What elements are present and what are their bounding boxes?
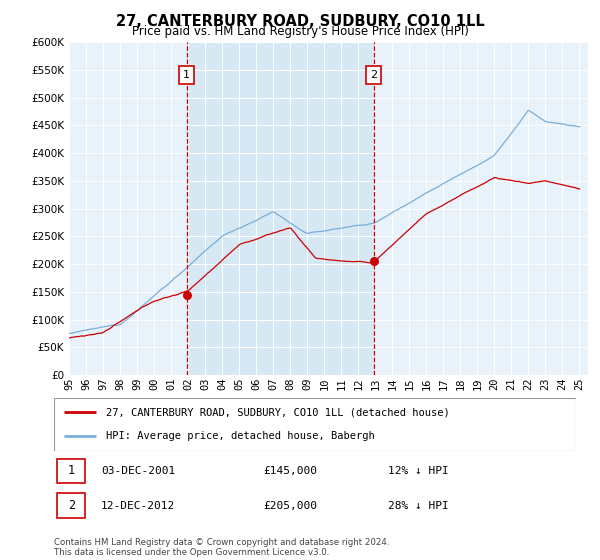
Text: 2: 2 [370,71,377,80]
Text: £205,000: £205,000 [263,501,317,511]
Point [369,257,379,266]
FancyBboxPatch shape [54,398,576,451]
Text: 03-DEC-2001: 03-DEC-2001 [101,466,175,476]
Text: 1: 1 [68,464,75,478]
Text: 12% ↓ HPI: 12% ↓ HPI [388,466,449,476]
Text: £145,000: £145,000 [263,466,317,476]
Text: HPI: Average price, detached house, Babergh: HPI: Average price, detached house, Babe… [106,431,375,441]
Text: 28% ↓ HPI: 28% ↓ HPI [388,501,449,511]
Text: 1: 1 [183,71,190,80]
Text: Contains HM Land Registry data © Crown copyright and database right 2024.
This d: Contains HM Land Registry data © Crown c… [54,538,389,557]
FancyBboxPatch shape [56,459,85,483]
Bar [187,42,374,375]
Text: 27, CANTERBURY ROAD, SUDBURY, CO10 1LL: 27, CANTERBURY ROAD, SUDBURY, CO10 1LL [116,14,484,29]
Text: 12-DEC-2012: 12-DEC-2012 [101,501,175,511]
Text: Price paid vs. HM Land Registry's House Price Index (HPI): Price paid vs. HM Land Registry's House … [131,25,469,38]
FancyBboxPatch shape [56,493,85,518]
Text: 2: 2 [68,499,75,512]
Text: 27, CANTERBURY ROAD, SUDBURY, CO10 1LL (detached house): 27, CANTERBURY ROAD, SUDBURY, CO10 1LL (… [106,408,450,418]
Point [182,290,191,299]
